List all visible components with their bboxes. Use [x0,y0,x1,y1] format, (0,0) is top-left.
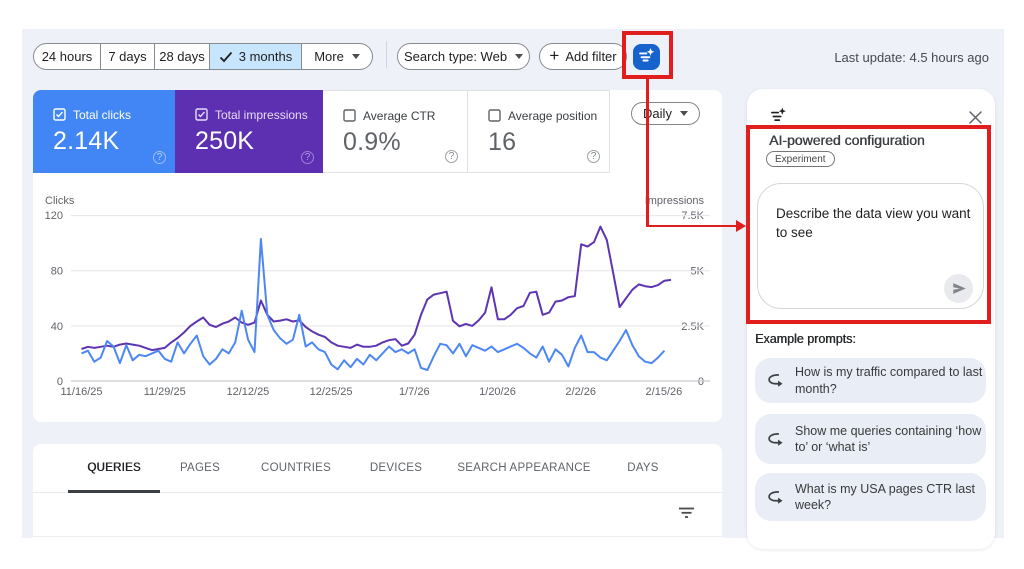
svg-text:1/20/26: 1/20/26 [479,386,516,398]
svg-text:12/12/25: 12/12/25 [226,386,269,398]
svg-text:12/25/25: 12/25/25 [310,386,353,398]
svg-text:2.5K: 2.5K [681,321,704,333]
svg-text:0: 0 [698,376,704,388]
svg-text:Impressions: Impressions [645,195,705,207]
svg-text:1/7/26: 1/7/26 [399,386,430,398]
svg-text:120: 120 [45,210,63,222]
svg-text:5K: 5K [691,266,705,278]
svg-text:40: 40 [51,321,63,333]
svg-text:2/15/26: 2/15/26 [646,386,683,398]
svg-text:Clicks: Clicks [45,195,75,207]
svg-text:11/29/25: 11/29/25 [144,386,186,398]
svg-text:80: 80 [51,266,63,278]
svg-text:2/2/26: 2/2/26 [565,386,596,398]
svg-text:0: 0 [57,376,63,388]
svg-text:11/16/25: 11/16/25 [60,386,102,398]
